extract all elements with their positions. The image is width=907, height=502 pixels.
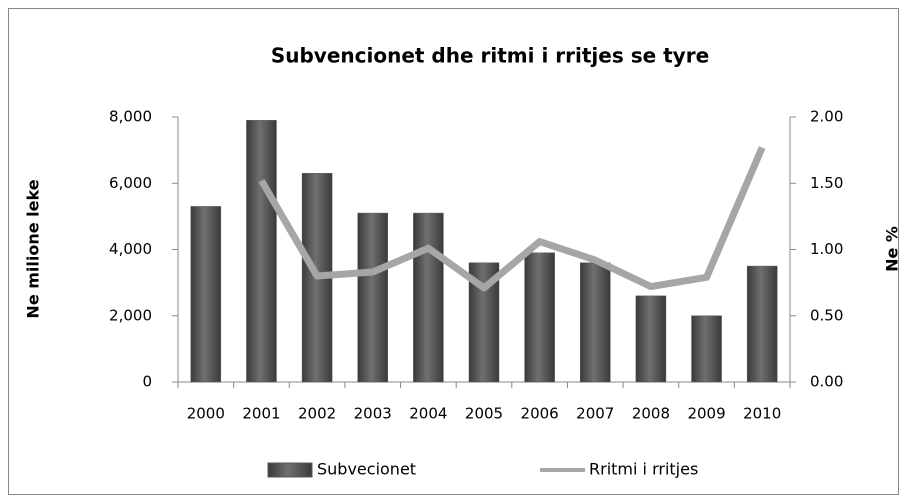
legend-label: Subvecionet bbox=[317, 460, 416, 479]
chart-title: Subvencionet dhe ritmi i rritjes se tyre bbox=[271, 44, 709, 68]
y2-tick-label: 2.00 bbox=[810, 108, 843, 126]
x-tick-label: 2010 bbox=[743, 405, 781, 423]
x-tick-label: 2008 bbox=[632, 405, 670, 423]
x-tick-label: 2005 bbox=[465, 405, 503, 423]
bar bbox=[580, 262, 611, 383]
bar bbox=[190, 206, 222, 383]
y-tick-label: 8,000 bbox=[109, 108, 152, 126]
y2-tick-label: 1.50 bbox=[810, 174, 843, 192]
line bbox=[258, 146, 766, 292]
legend-swatch bbox=[267, 462, 313, 478]
y-axis-title: Ne milione leke bbox=[24, 179, 43, 318]
bar bbox=[413, 212, 444, 383]
y-tick-label: 4,000 bbox=[109, 240, 152, 258]
bar bbox=[635, 295, 667, 383]
bar bbox=[524, 252, 555, 383]
y-tick-label: 2,000 bbox=[109, 306, 152, 324]
x-tick-label: 2004 bbox=[409, 405, 447, 423]
x-tick-label: 2007 bbox=[576, 405, 614, 423]
x-tick-label: 2006 bbox=[521, 405, 559, 423]
y2-tick-label: 1.00 bbox=[810, 240, 843, 258]
bar bbox=[246, 120, 277, 383]
y2-tick-label: 0.50 bbox=[810, 306, 843, 324]
bar bbox=[357, 212, 388, 383]
y-tick-label: 6,000 bbox=[109, 174, 152, 192]
legend-label: Rritmi i rritjes bbox=[589, 460, 698, 479]
y2-axis-title: Ne % bbox=[883, 226, 902, 272]
x-tick-label: 2001 bbox=[242, 405, 280, 423]
bar bbox=[691, 315, 722, 383]
chart-border bbox=[8, 8, 899, 495]
x-tick-label: 2009 bbox=[687, 405, 725, 423]
y-tick-label: 0 bbox=[142, 373, 152, 391]
x-tick-label: 2002 bbox=[298, 405, 336, 423]
x-tick-label: 2003 bbox=[354, 405, 392, 423]
bar bbox=[746, 265, 778, 383]
y2-tick-label: 0.00 bbox=[810, 373, 843, 391]
x-tick-label: 2000 bbox=[187, 405, 225, 423]
